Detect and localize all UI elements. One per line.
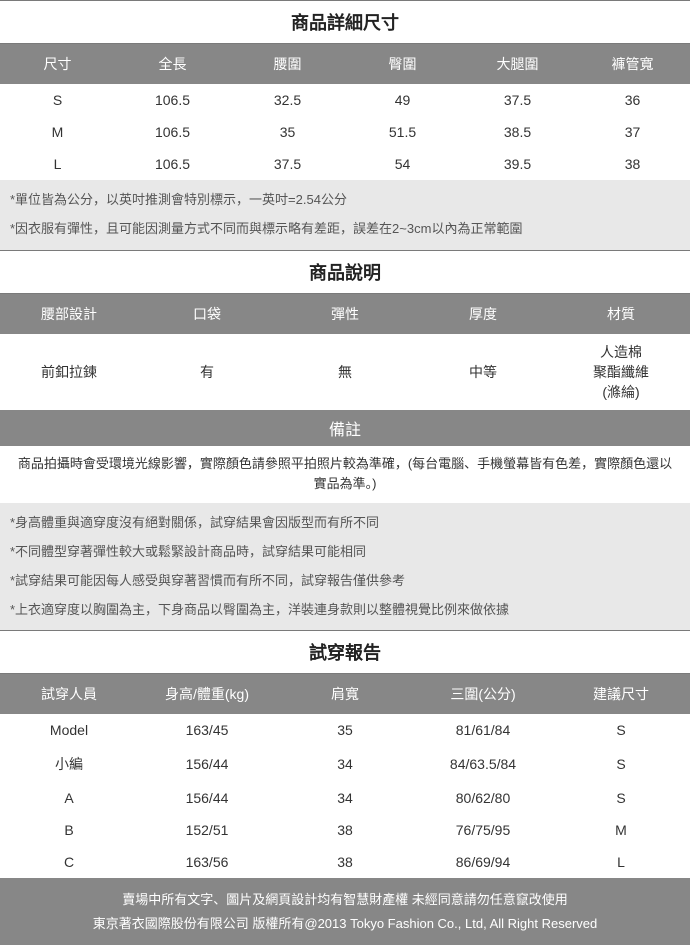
fit-col-3: 三圍(公分) <box>414 674 552 714</box>
remark-note-3: *上衣適穿度以胸圍為主，下身商品以臀圍為主，洋裝連身款則以整體視覺比例來做依據 <box>0 596 690 625</box>
table-row: M 106.5 35 51.5 38.5 37 <box>0 116 690 148</box>
size-col-1: 全長 <box>115 44 230 84</box>
cell: 39.5 <box>460 148 575 180</box>
cell: 35 <box>230 116 345 148</box>
cell: 38 <box>575 148 690 180</box>
fit-col-4: 建議尺寸 <box>552 674 690 714</box>
remark-main-text: 商品拍攝時會受環境光線影響，實際顏色請參照平拍照片較為準確，(每台電腦、手機螢幕… <box>0 446 690 504</box>
size-note-1: *因衣服有彈性，且可能因測量方式不同而與標示略有差距，誤差在2~3cm以內為正常… <box>0 215 690 244</box>
fit-col-1: 身高/體重(kg) <box>138 674 276 714</box>
cell: A <box>0 782 138 814</box>
cell: 35 <box>276 714 414 746</box>
remark-note-2: *試穿結果可能因每人感受與穿著習慣而有所不同，試穿報告僅供參考 <box>0 567 690 596</box>
size-header-row: 尺寸 全長 腰圍 臀圍 大腿圍 褲管寬 <box>0 44 690 84</box>
fit-section-title: 試穿報告 <box>0 630 690 674</box>
cell: 49 <box>345 84 460 116</box>
page-container: 商品詳細尺寸 尺寸 全長 腰圍 臀圍 大腿圍 褲管寬 S 106.5 32.5 … <box>0 0 690 945</box>
table-row: L 106.5 37.5 54 39.5 38 <box>0 148 690 180</box>
cell: 38.5 <box>460 116 575 148</box>
cell: 84/63.5/84 <box>414 746 552 782</box>
remark-note-0: *身高體重與適穿度沒有絕對關係，試穿結果會因版型而有所不同 <box>0 509 690 538</box>
size-note-0: *單位皆為公分，以英吋推測會特別標示，一英吋=2.54公分 <box>0 186 690 215</box>
size-col-2: 腰圍 <box>230 44 345 84</box>
cell: 106.5 <box>115 84 230 116</box>
cell: 156/44 <box>138 782 276 814</box>
size-col-0: 尺寸 <box>0 44 115 84</box>
footer-line-1: 賣場中所有文字、圖片及網頁設計均有智慧財產權 未經同意請勿任意竄改使用 <box>8 888 682 911</box>
footer-line-2: 東京著衣國際股份有限公司 版權所有@2013 Tokyo Fashion Co.… <box>8 912 682 935</box>
table-row: B 152/51 38 76/75/95 M <box>0 814 690 846</box>
size-section-title: 商品詳細尺寸 <box>0 0 690 44</box>
cell: 152/51 <box>138 814 276 846</box>
cell: S <box>552 746 690 782</box>
cell: 有 <box>138 334 276 410</box>
cell: 86/69/94 <box>414 846 552 878</box>
size-table: 尺寸 全長 腰圍 臀圍 大腿圍 褲管寬 S 106.5 32.5 49 37.5… <box>0 44 690 180</box>
cell: L <box>552 846 690 878</box>
size-notes: *單位皆為公分，以英吋推測會特別標示，一英吋=2.54公分 *因衣服有彈性，且可… <box>0 180 690 250</box>
cell: 前釦拉鍊 <box>0 334 138 410</box>
remark-note-1: *不同體型穿著彈性較大或鬆緊設計商品時，試穿結果可能相同 <box>0 538 690 567</box>
cell: 36 <box>575 84 690 116</box>
table-row: 前釦拉鍊 有 無 中等 人造棉 聚酯纖維 (滌綸) <box>0 334 690 410</box>
desc-col-1: 口袋 <box>138 294 276 334</box>
desc-header-row: 腰部設計 口袋 彈性 厚度 材質 <box>0 294 690 334</box>
cell: B <box>0 814 138 846</box>
desc-col-2: 彈性 <box>276 294 414 334</box>
cell: 無 <box>276 334 414 410</box>
cell: M <box>552 814 690 846</box>
desc-table: 腰部設計 口袋 彈性 厚度 材質 前釦拉鍊 有 無 中等 人造棉 聚酯纖維 (滌… <box>0 294 690 410</box>
size-col-3: 臀圍 <box>345 44 460 84</box>
desc-col-3: 厚度 <box>414 294 552 334</box>
cell: 163/45 <box>138 714 276 746</box>
cell: 小編 <box>0 746 138 782</box>
cell: 34 <box>276 782 414 814</box>
cell: 38 <box>276 846 414 878</box>
cell: 76/75/95 <box>414 814 552 846</box>
remark-notes: *身高體重與適穿度沒有絕對關係，試穿結果會因版型而有所不同 *不同體型穿著彈性較… <box>0 503 690 630</box>
cell: 32.5 <box>230 84 345 116</box>
table-row: S 106.5 32.5 49 37.5 36 <box>0 84 690 116</box>
cell: S <box>552 714 690 746</box>
cell: 106.5 <box>115 148 230 180</box>
cell: 80/62/80 <box>414 782 552 814</box>
cell: 38 <box>276 814 414 846</box>
size-col-4: 大腿圍 <box>460 44 575 84</box>
cell: C <box>0 846 138 878</box>
cell: 51.5 <box>345 116 460 148</box>
cell: 34 <box>276 746 414 782</box>
fit-col-2: 肩寬 <box>276 674 414 714</box>
table-row: 小編 156/44 34 84/63.5/84 S <box>0 746 690 782</box>
cell: 人造棉 聚酯纖維 (滌綸) <box>552 334 690 410</box>
cell: 中等 <box>414 334 552 410</box>
cell: Model <box>0 714 138 746</box>
cell: S <box>0 84 115 116</box>
remark-title: 備註 <box>0 410 690 446</box>
cell: 156/44 <box>138 746 276 782</box>
size-col-5: 褲管寬 <box>575 44 690 84</box>
cell: 163/56 <box>138 846 276 878</box>
cell: 81/61/84 <box>414 714 552 746</box>
cell: 54 <box>345 148 460 180</box>
cell: M <box>0 116 115 148</box>
cell: 106.5 <box>115 116 230 148</box>
cell: L <box>0 148 115 180</box>
table-row: A 156/44 34 80/62/80 S <box>0 782 690 814</box>
cell: 37.5 <box>230 148 345 180</box>
fit-col-0: 試穿人員 <box>0 674 138 714</box>
footer: 賣場中所有文字、圖片及網頁設計均有智慧財產權 未經同意請勿任意竄改使用 東京著衣… <box>0 878 690 945</box>
cell: S <box>552 782 690 814</box>
table-row: Model 163/45 35 81/61/84 S <box>0 714 690 746</box>
desc-section-title: 商品說明 <box>0 250 690 294</box>
cell: 37 <box>575 116 690 148</box>
cell: 37.5 <box>460 84 575 116</box>
desc-col-0: 腰部設計 <box>0 294 138 334</box>
fit-table: 試穿人員 身高/體重(kg) 肩寬 三圍(公分) 建議尺寸 Model 163/… <box>0 674 690 878</box>
table-row: C 163/56 38 86/69/94 L <box>0 846 690 878</box>
desc-col-4: 材質 <box>552 294 690 334</box>
fit-header-row: 試穿人員 身高/體重(kg) 肩寬 三圍(公分) 建議尺寸 <box>0 674 690 714</box>
